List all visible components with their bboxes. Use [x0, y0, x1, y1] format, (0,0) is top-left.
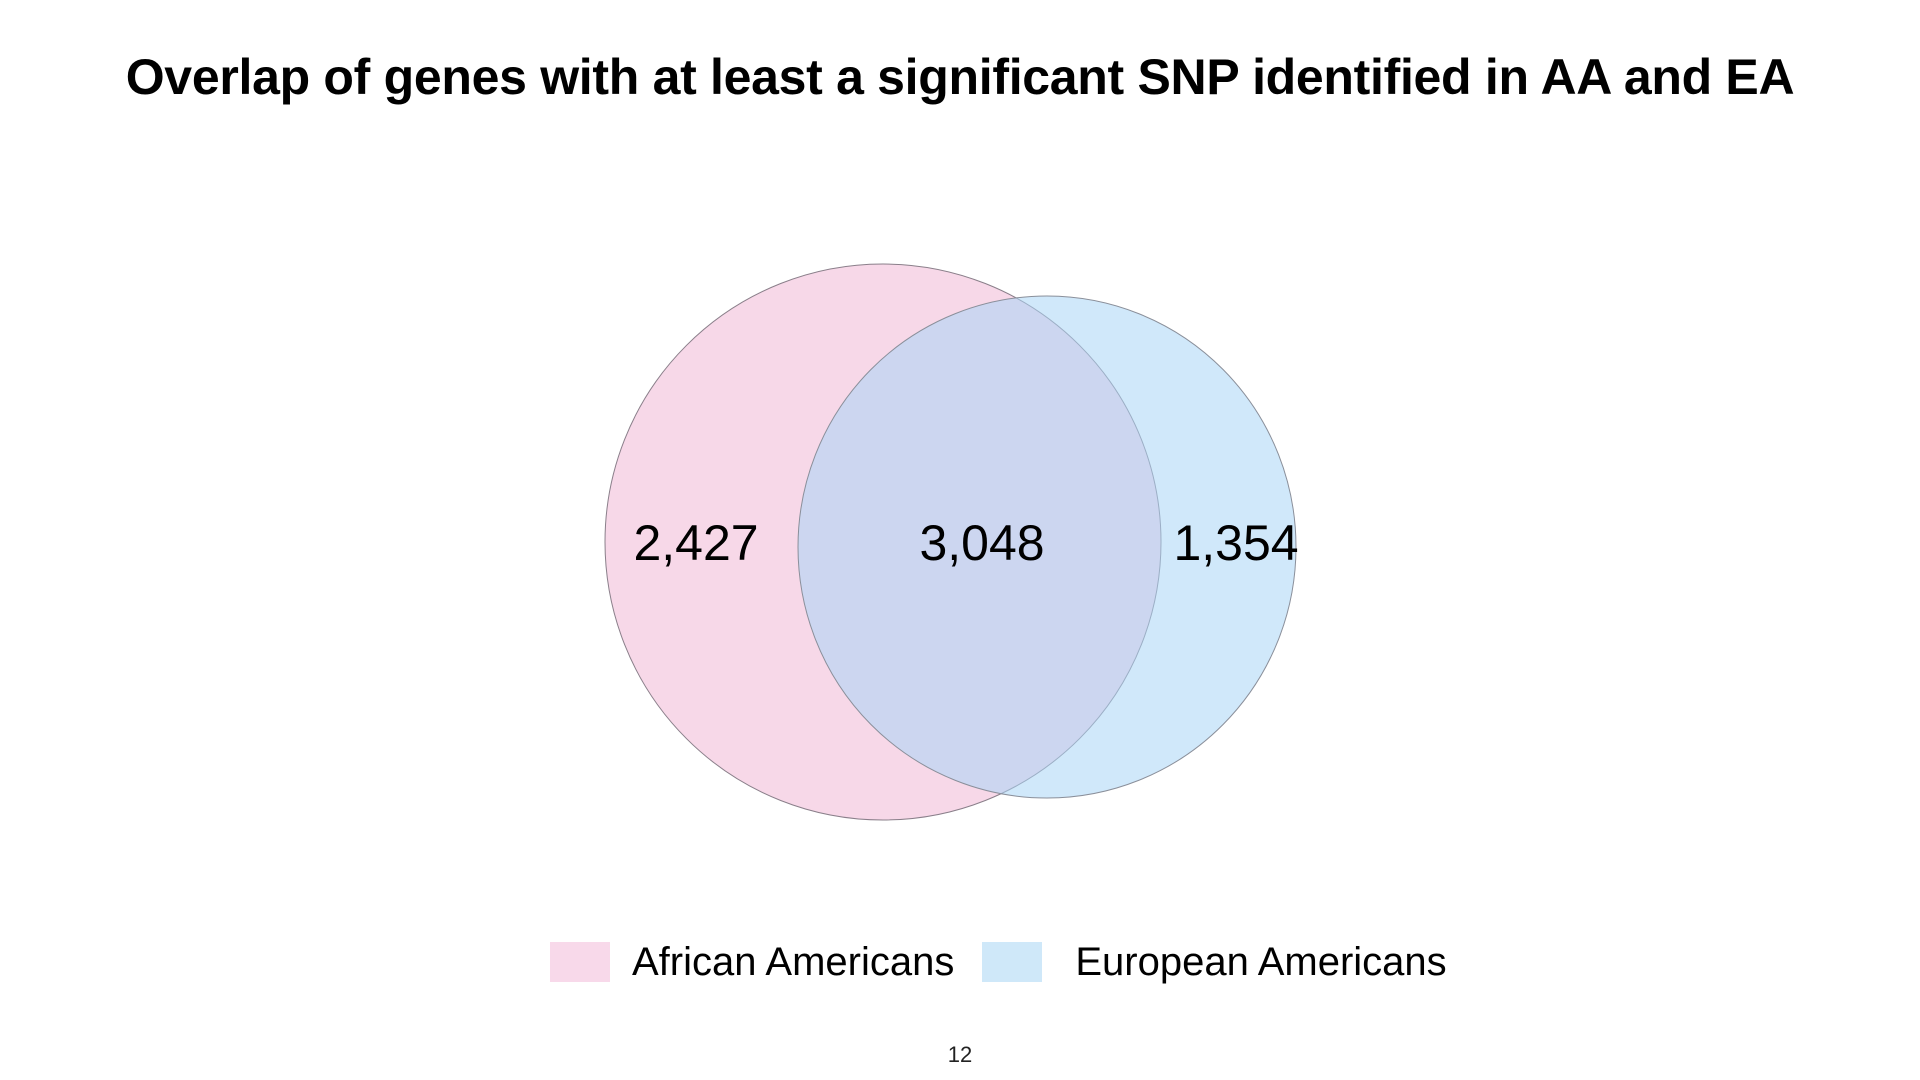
- slide-title: Overlap of genes with at least a signifi…: [125, 49, 1795, 105]
- legend-swatch-european-americans: [982, 942, 1043, 982]
- legend-label-european-americans: European Americans: [1075, 939, 1447, 984]
- aa-only-count: 2,427: [633, 515, 758, 571]
- intersection-count: 3,048: [919, 515, 1044, 571]
- ea-only-count: 1,354: [1173, 515, 1298, 571]
- legend-swatch-african-americans: [550, 942, 610, 982]
- european-americans-circle: [797, 295, 1297, 799]
- legend-item-european-americans: European Americans: [982, 939, 1447, 985]
- legend-item-african-americans: African Americans: [550, 940, 982, 985]
- page-number: 12: [947, 1042, 973, 1067]
- legend: African Americans European Americans: [550, 940, 1447, 984]
- legend-label-african-americans: African Americans: [632, 939, 955, 984]
